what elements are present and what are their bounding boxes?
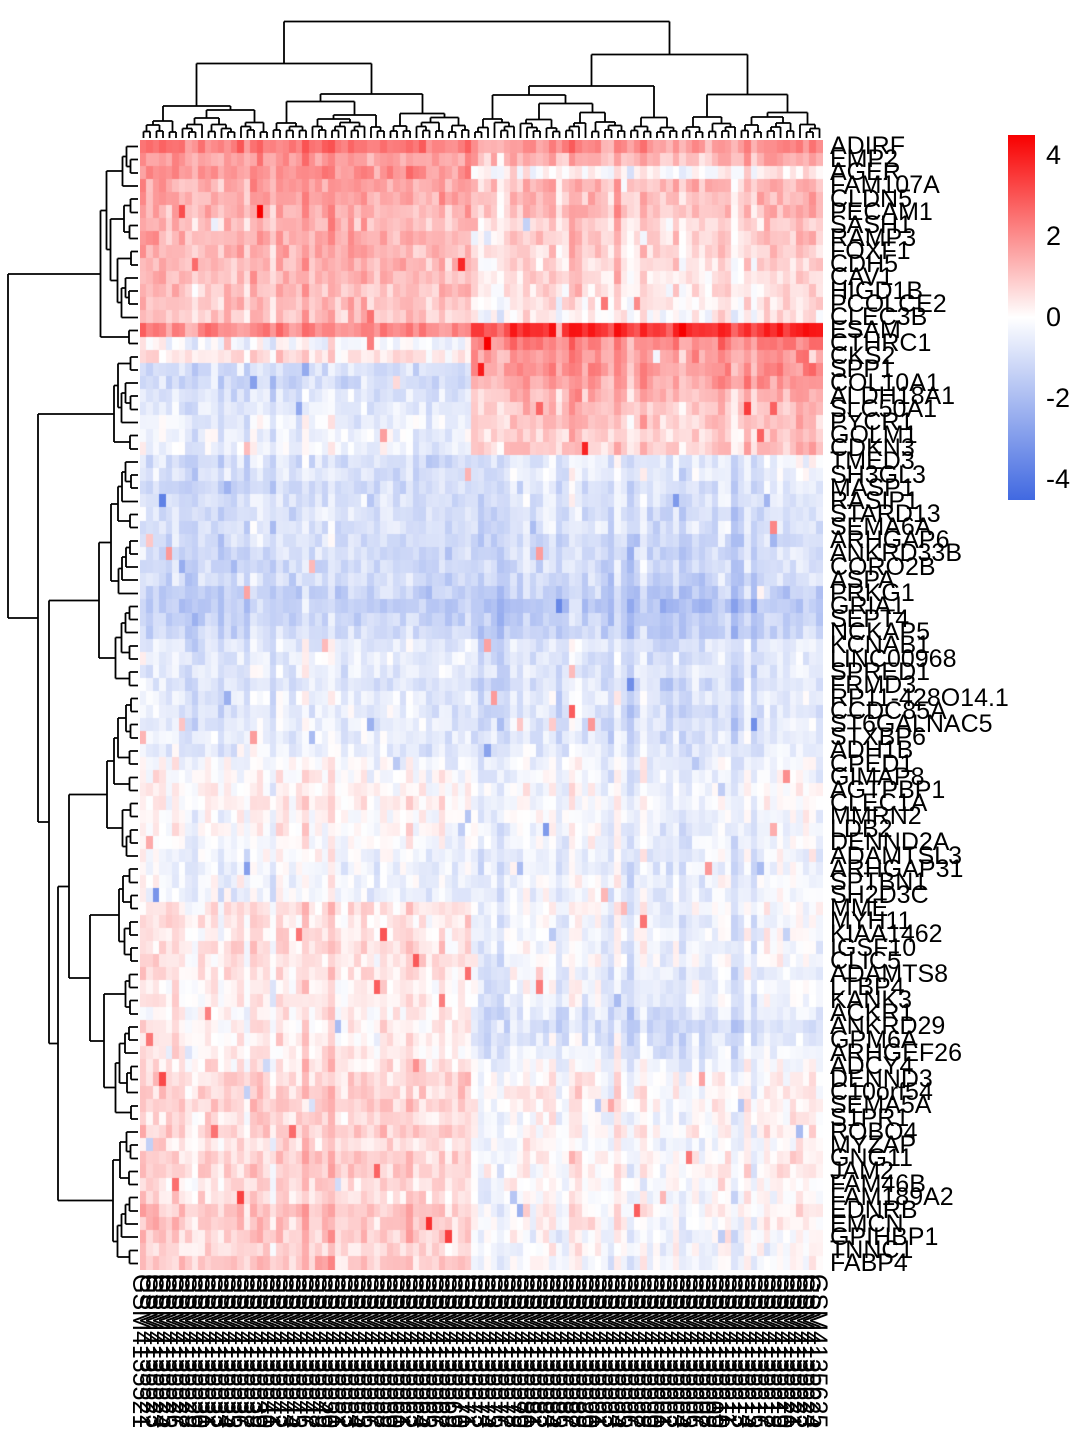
gene-label: AGTPBP1 [830,775,946,804]
gene-label: CLDN5 [830,184,912,213]
gene-label: KCNAB1 [830,631,931,660]
gene-label: SEMA6A [830,513,932,542]
gene-label: JAM2 [830,1156,894,1185]
gene-label: ANKRD29 [830,1012,946,1041]
gene-label: STXBP6 [830,723,926,752]
gene-label: CLIC5 [830,946,901,975]
gene-label: RP11-428O14.1 [830,683,1009,712]
gene-label: GOLM1 [830,421,918,450]
gene-label: EDNRB [830,1196,918,1225]
gene-label: ESAM [830,316,901,345]
gene-label: C10orf54 [830,1078,933,1107]
gene-label: ARHGEF26 [830,1038,962,1067]
gene-label: MYH11 [830,907,912,936]
gene-label: CTHRC1 [830,329,932,358]
gene-label: ADAMTS8 [830,959,949,988]
gene-label: S1PR1 [830,1104,910,1133]
sample-label: GSM4135625 [803,1274,832,1429]
gene-label: ST6GALNAC5 [830,710,993,739]
gene-label: CLEC1A [830,789,928,818]
gene-label: ASPA [830,565,895,594]
legend-tick-label: 4 [1046,139,1062,170]
gene-label: FAM46B [830,1170,926,1199]
gene-label: RASIP1 [830,486,919,515]
gene-label: MMRN2 [830,802,922,831]
gene-label: MME [830,894,889,923]
gene-label: CCDC85A [830,697,947,726]
legend-tick-label: 0 [1046,302,1062,332]
gene-label: SASH1 [830,210,912,239]
legend-tick-label: -2 [1046,383,1071,414]
gene-label: COL10A1 [830,368,940,397]
gene-label: TMED3 [830,447,915,476]
gene-label: NCKAP5 [830,618,931,647]
gene-label: CDKN3 [830,434,915,463]
heatmap-canvas [140,140,823,1270]
gene-label: ADAMTSL3 [830,841,962,870]
gene-label: PECAM1 [830,197,933,226]
gene-label: ROBO4 [830,1117,918,1146]
gene-label: RAMP3 [830,224,917,253]
gene-label: ACKR1 [830,999,914,1028]
gene-label: SPRED1 [830,657,931,686]
gene-label: MYZAP [830,1130,917,1159]
gene-label: ANKRD33B [830,539,962,568]
gene-label: CKS2 [830,342,896,371]
gene-label: CORO2B [830,552,936,581]
gene-label: EMCN [830,1209,904,1238]
gene-label: ARHGAP6 [830,526,950,555]
gene-label: PYCR1 [830,408,914,436]
gene-label: CDH5 [830,250,899,279]
row-dendrogram [7,145,138,1265]
gene-label: SPP1 [830,355,894,384]
gene-label: LINC00968 [830,644,957,673]
gene-label: HIGD1B [830,276,924,305]
gene-label: IGSF10 [830,933,917,962]
gene-label: DENND3 [830,1064,933,1093]
gene-label: LDB2 [830,815,893,844]
gene-label: ALDH18A1 [830,381,956,410]
legend-gradient-bar [1008,135,1035,500]
gene-label: SEPT4 [830,605,910,634]
gene-label: KANK3 [830,986,912,1015]
gene-label: GNG11 [830,1143,913,1172]
gene-label: DENND2A [830,828,950,857]
gene-label: PRKG1 [830,578,915,607]
legend-tick-label: 2 [1046,220,1062,251]
gene-label: EMP2 [830,145,899,174]
gene-label: FRMD3 [830,670,917,699]
gene-label: FAM107A [830,171,940,200]
gene-label: CLEC3B [830,302,928,331]
gene-label: CPED1 [830,749,914,778]
gene-label: MASP1 [830,473,915,502]
gene-label: LTBP4 [830,973,905,1001]
gene-label: SH2D3C [830,881,929,910]
gene-label: AGER [830,158,901,187]
gene-label: ARHGAP31 [830,854,964,883]
gene-label: FOXF1 [830,237,911,266]
gene-label: ADH1B [830,736,914,765]
gene-label: GIMAP8 [830,762,925,791]
gene-label: GPM6A [830,1025,918,1054]
gene-label: CAV1 [830,263,894,292]
legend-tick-label: -4 [1046,464,1071,495]
gene-label: PCOLCE2 [830,289,947,318]
gene-label: SH3GL3 [830,460,926,489]
gene-label: ADCY4 [830,1051,914,1080]
gene-label: STARD13 [830,499,941,528]
gene-label: FAM189A2 [830,1183,954,1212]
gene-label: SPTBN1 [830,867,928,896]
gene-label: ADIRF [830,132,905,161]
gene-label: FABP4 [830,1248,908,1277]
gene-label: SEMA5A [830,1091,932,1120]
gene-label: KIAA1462 [830,920,943,949]
gene-label: SLC50A1 [830,394,938,423]
gene-label: GPIHBP1 [830,1222,939,1251]
column-dendrogram [142,20,821,138]
gene-label: TNNC1 [830,1235,914,1264]
gene-label: GRIA1 [830,591,906,620]
